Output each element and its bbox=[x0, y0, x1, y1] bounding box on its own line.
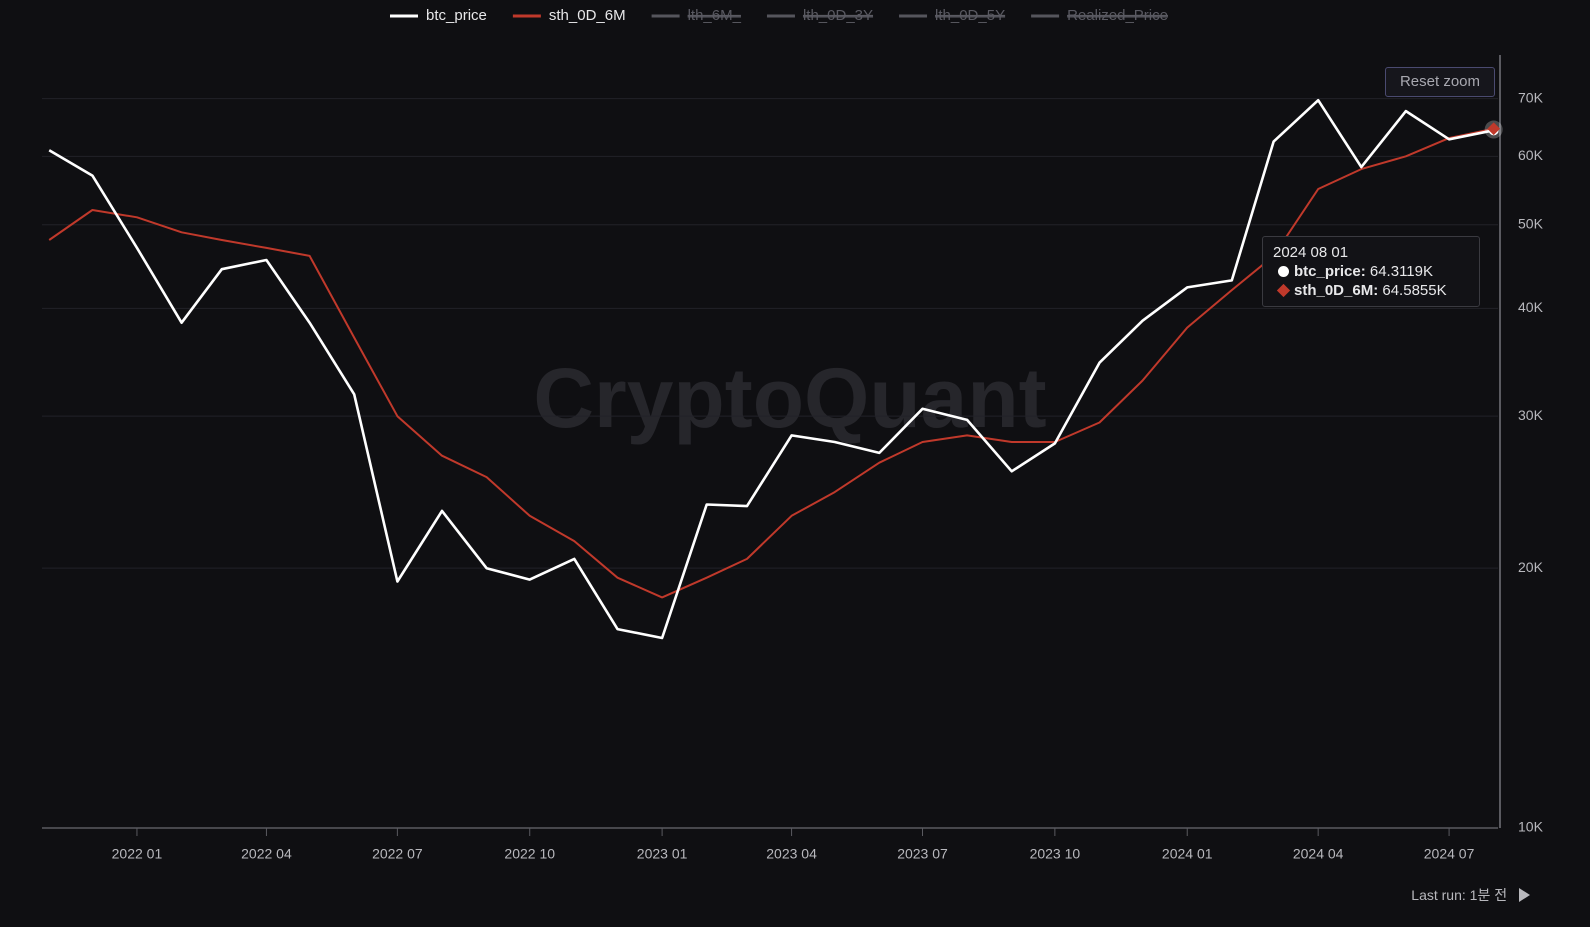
legend-item[interactable]: lth_0D_5Y bbox=[899, 7, 1006, 24]
tooltip-row: btc_price 64.3119K bbox=[1273, 262, 1469, 281]
y-tick-label: 60K bbox=[1518, 147, 1544, 163]
tooltip-row: sth_0D_6M 64.5855K bbox=[1273, 281, 1469, 300]
tooltip-series: sth_0D_6M bbox=[1294, 282, 1378, 299]
last-run: Last run: 1분 전 bbox=[1411, 885, 1530, 905]
legend-item[interactable]: Realized_Price bbox=[1031, 7, 1168, 24]
x-tick-label: 2022 04 bbox=[241, 846, 292, 862]
series-line bbox=[48, 98, 1494, 640]
x-tick-label: 2024 04 bbox=[1293, 846, 1344, 862]
tooltip-value: 64.5855K bbox=[1382, 282, 1447, 299]
tooltip: 2024 08 01 btc_price 64.3119K sth_0D_6M … bbox=[1262, 236, 1480, 307]
tooltip-marker bbox=[1278, 266, 1289, 277]
tooltip-date: 2024 08 01 bbox=[1273, 244, 1349, 261]
y-tick-label: 50K bbox=[1518, 215, 1544, 231]
legend-item[interactable]: sth_0D_6M bbox=[512, 7, 626, 24]
x-tick-label: 2023 01 bbox=[637, 846, 688, 862]
legend-item[interactable]: lth_0D_3Y bbox=[766, 7, 874, 24]
tooltip-series: btc_price bbox=[1294, 263, 1366, 280]
legend-label: sth_0D_6M bbox=[549, 7, 626, 24]
legend-item[interactable]: btc_price bbox=[390, 7, 487, 24]
x-tick-label: 2023 04 bbox=[766, 846, 817, 862]
legend-label: lth_0D_3Y bbox=[803, 7, 873, 24]
x-tick-label: 2023 07 bbox=[897, 846, 948, 862]
series-line bbox=[48, 127, 1494, 599]
x-tick-label: 2022 01 bbox=[112, 846, 163, 862]
watermark: CryptoQuant bbox=[533, 351, 1046, 445]
legend-label: lth_6M_ bbox=[688, 7, 742, 24]
y-tick-label: 40K bbox=[1518, 299, 1544, 315]
x-tick-label: 2024 07 bbox=[1424, 846, 1475, 862]
tooltip-marker bbox=[1276, 283, 1291, 298]
legend-item[interactable]: lth_6M_ bbox=[651, 7, 742, 24]
reset-zoom-button[interactable]: Reset zoom bbox=[1385, 67, 1495, 97]
x-tick-label: 2022 10 bbox=[504, 846, 555, 862]
x-tick-label: 2024 01 bbox=[1162, 846, 1213, 862]
legend-label: btc_price bbox=[426, 7, 487, 24]
play-icon[interactable] bbox=[1519, 888, 1530, 902]
y-tick-label: 30K bbox=[1518, 407, 1544, 423]
y-tick-label: 20K bbox=[1518, 559, 1544, 575]
x-tick-label: 2023 10 bbox=[1030, 846, 1081, 862]
x-tick-label: 2022 07 bbox=[372, 846, 423, 862]
y-tick-label: 10K bbox=[1518, 819, 1544, 835]
y-tick-label: 70K bbox=[1518, 89, 1544, 105]
tooltip-value: 64.3119K bbox=[1369, 263, 1433, 280]
last-run-text: Last run: 1분 전 bbox=[1411, 887, 1508, 903]
legend-label: lth_0D_5Y bbox=[935, 7, 1005, 24]
legend-label: Realized_Price bbox=[1067, 7, 1168, 24]
